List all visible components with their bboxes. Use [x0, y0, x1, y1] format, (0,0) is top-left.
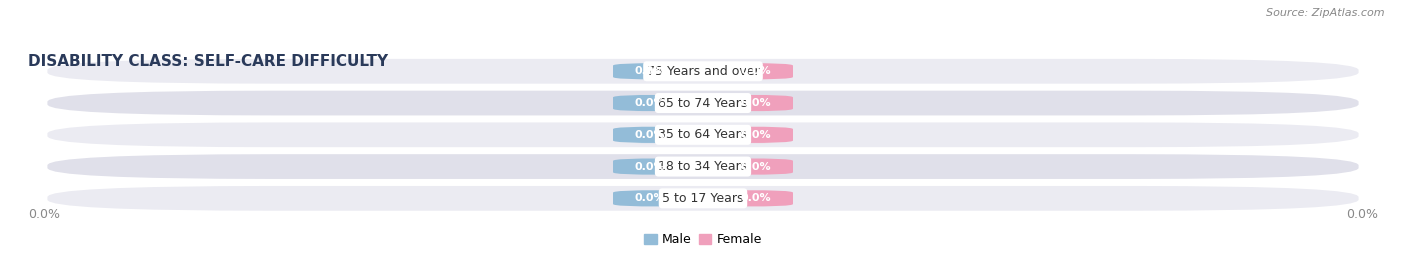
FancyBboxPatch shape [613, 190, 688, 207]
Text: 0.0%: 0.0% [741, 193, 772, 203]
Text: 0.0%: 0.0% [634, 130, 665, 140]
Text: 0.0%: 0.0% [1346, 208, 1378, 221]
FancyBboxPatch shape [48, 122, 1358, 147]
Text: 0.0%: 0.0% [741, 98, 772, 108]
Legend: Male, Female: Male, Female [640, 228, 766, 251]
Text: DISABILITY CLASS: SELF-CARE DIFFICULTY: DISABILITY CLASS: SELF-CARE DIFFICULTY [28, 54, 388, 69]
FancyBboxPatch shape [48, 59, 1358, 84]
Text: 18 to 34 Years: 18 to 34 Years [658, 160, 748, 173]
FancyBboxPatch shape [718, 63, 793, 80]
FancyBboxPatch shape [48, 91, 1358, 115]
Text: 0.0%: 0.0% [634, 66, 665, 76]
FancyBboxPatch shape [613, 126, 688, 143]
FancyBboxPatch shape [613, 95, 688, 111]
Text: 0.0%: 0.0% [634, 193, 665, 203]
FancyBboxPatch shape [613, 158, 688, 175]
Text: 0.0%: 0.0% [634, 162, 665, 172]
Text: 0.0%: 0.0% [741, 66, 772, 76]
Text: Source: ZipAtlas.com: Source: ZipAtlas.com [1267, 8, 1385, 18]
Text: 65 to 74 Years: 65 to 74 Years [658, 97, 748, 109]
Text: 0.0%: 0.0% [28, 208, 60, 221]
FancyBboxPatch shape [718, 158, 793, 175]
Text: 75 Years and over: 75 Years and over [647, 65, 759, 78]
FancyBboxPatch shape [718, 126, 793, 143]
FancyBboxPatch shape [718, 190, 793, 207]
Text: 35 to 64 Years: 35 to 64 Years [658, 128, 748, 141]
Text: 0.0%: 0.0% [741, 130, 772, 140]
FancyBboxPatch shape [718, 95, 793, 111]
Text: 5 to 17 Years: 5 to 17 Years [662, 192, 744, 205]
FancyBboxPatch shape [613, 63, 688, 80]
FancyBboxPatch shape [48, 154, 1358, 179]
Text: 0.0%: 0.0% [741, 162, 772, 172]
FancyBboxPatch shape [48, 186, 1358, 211]
Text: 0.0%: 0.0% [634, 98, 665, 108]
